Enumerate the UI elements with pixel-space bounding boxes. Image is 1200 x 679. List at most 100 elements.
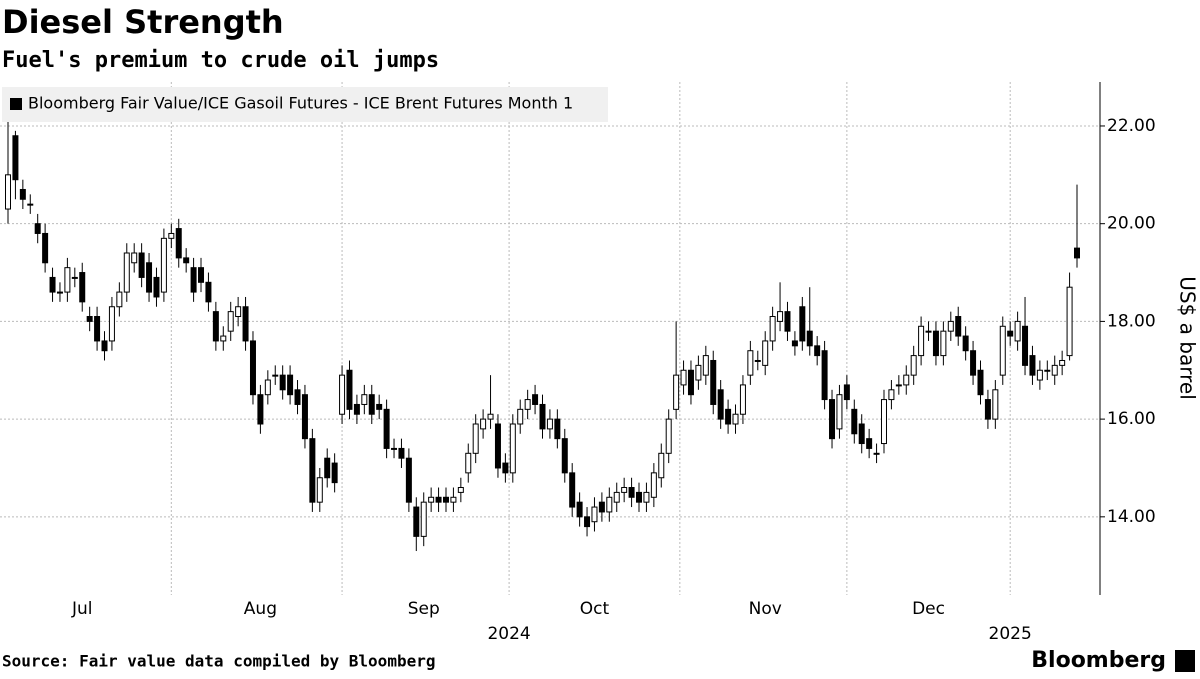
candle-body xyxy=(658,452,665,479)
candle-body xyxy=(205,281,212,303)
candle-body xyxy=(598,501,605,513)
candle-body xyxy=(643,491,650,503)
candle-body xyxy=(190,267,197,293)
candle-body xyxy=(1036,369,1043,381)
candle-body xyxy=(5,174,11,210)
candle-body xyxy=(339,374,346,415)
candle-body xyxy=(880,399,887,445)
candle-body xyxy=(49,276,56,293)
candle-body xyxy=(717,389,724,420)
candle-body xyxy=(316,477,323,503)
candle-body xyxy=(264,379,271,396)
candle-body xyxy=(502,462,509,474)
candle-body xyxy=(999,325,1006,376)
candle-body xyxy=(376,403,383,410)
candle-body xyxy=(970,350,977,376)
candle-body xyxy=(992,389,999,420)
candle-body xyxy=(673,374,680,410)
candle-body xyxy=(1074,247,1080,259)
candle-body xyxy=(532,394,539,405)
candle-body xyxy=(420,501,427,537)
candle-body xyxy=(829,399,836,440)
candle-body xyxy=(947,320,954,332)
candle-body xyxy=(480,418,487,430)
candle-body xyxy=(910,355,917,376)
candle-body xyxy=(814,345,821,357)
candle-body xyxy=(116,291,123,308)
candle-body xyxy=(576,501,583,518)
candle-body xyxy=(925,330,932,333)
candle-body xyxy=(160,237,167,293)
candle-body xyxy=(962,335,969,352)
candle-body xyxy=(12,135,19,181)
candle-body xyxy=(435,496,442,503)
candle-body xyxy=(398,447,405,459)
candle-body xyxy=(101,340,108,352)
y-axis-label: US$ a barrel xyxy=(1176,276,1200,400)
candle-body xyxy=(138,252,145,278)
candle-body xyxy=(368,394,375,415)
candle-body xyxy=(606,496,613,513)
candle-body xyxy=(220,335,227,342)
candle-body xyxy=(405,457,412,503)
candle-body xyxy=(56,291,63,294)
candle-body xyxy=(324,457,331,479)
candle-body xyxy=(331,462,338,484)
x-tick-label: Dec xyxy=(912,599,945,619)
candle-body xyxy=(235,306,242,318)
candle-body xyxy=(732,413,739,425)
y-tick-label: 14.00 xyxy=(1107,507,1156,527)
candle-body xyxy=(584,516,591,528)
candle-body xyxy=(524,399,531,410)
candle-body xyxy=(457,487,464,493)
candle-body xyxy=(784,311,791,332)
candle-body xyxy=(762,340,769,366)
candle-body xyxy=(153,276,160,298)
candle-body xyxy=(212,311,219,342)
candle-body xyxy=(955,316,962,337)
candle-body xyxy=(739,384,746,415)
candle-body xyxy=(391,447,398,450)
candle-body xyxy=(650,472,657,498)
candle-body xyxy=(1022,325,1029,366)
candle-body xyxy=(1044,369,1051,372)
candle-body xyxy=(242,306,249,342)
candle-body xyxy=(873,452,880,455)
candle-body xyxy=(932,330,939,357)
candle-body xyxy=(1029,355,1036,376)
candle-body xyxy=(940,330,947,357)
candle-body xyxy=(843,384,850,401)
legend-swatch xyxy=(10,98,22,110)
candle-body xyxy=(754,359,761,362)
chart-subtitle: Fuel's premium to crude oil jumps xyxy=(2,48,439,73)
brand-icon xyxy=(1175,650,1195,672)
candle-body xyxy=(517,408,524,425)
candle-body xyxy=(806,330,813,347)
candle-body xyxy=(799,306,806,342)
candle-body xyxy=(442,496,449,503)
year-label: 2024 xyxy=(487,624,530,644)
candle-body xyxy=(64,267,71,293)
candle-body xyxy=(665,418,672,454)
x-tick-label: Nov xyxy=(749,599,782,619)
legend-box xyxy=(2,87,608,122)
candle-body xyxy=(546,418,553,430)
candle-body xyxy=(747,350,754,376)
candle-body xyxy=(287,374,294,396)
candle-body xyxy=(249,340,256,396)
candle-body xyxy=(123,252,130,293)
x-tick-label: Oct xyxy=(580,599,610,619)
candle-body xyxy=(168,232,175,239)
candle-body xyxy=(86,316,93,322)
candle-body xyxy=(791,340,798,347)
candle-body xyxy=(361,394,368,405)
candle-body xyxy=(680,369,687,386)
plot-area xyxy=(0,82,1100,595)
candle-body xyxy=(472,423,479,454)
candle-body xyxy=(27,203,34,206)
candle-body xyxy=(702,355,709,376)
candle-body xyxy=(413,506,420,537)
candle-body xyxy=(554,418,561,440)
x-tick-label: Sep xyxy=(408,599,440,619)
